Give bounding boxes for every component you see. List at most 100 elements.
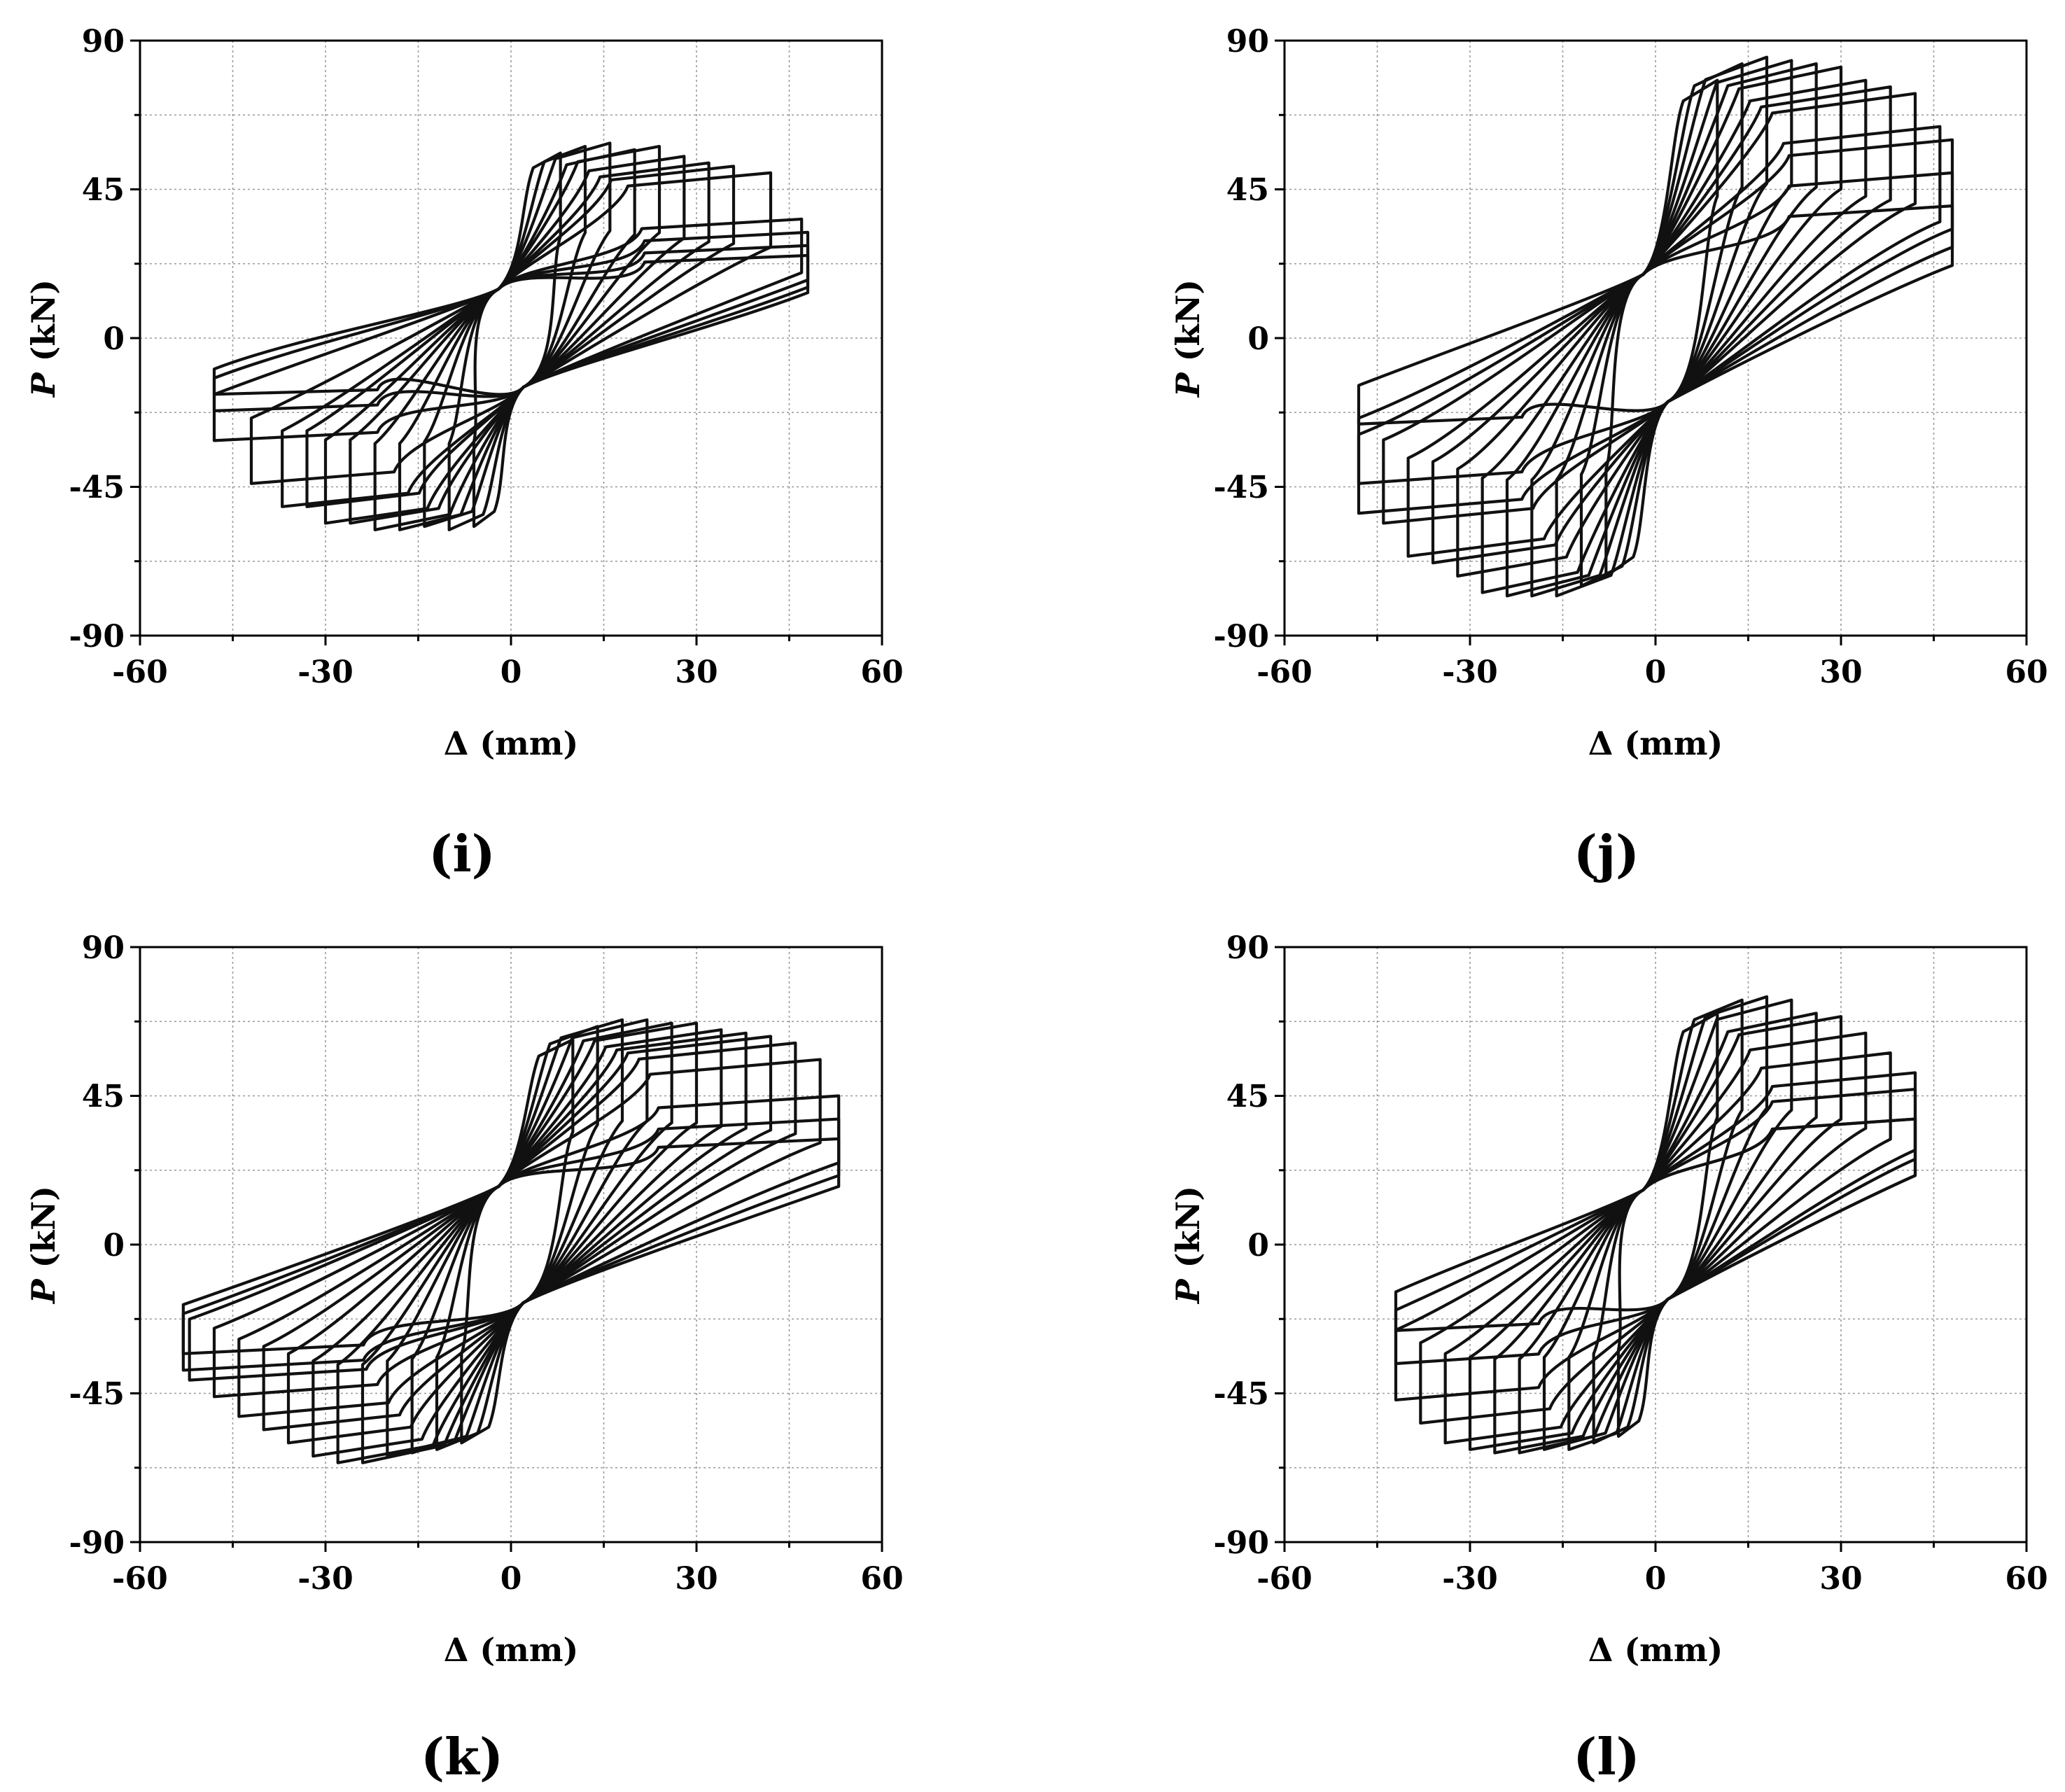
y-tick-label: -45 [1214, 470, 1270, 505]
hysteresis-loop [286, 1031, 748, 1445]
x-tick-label: 0 [500, 1561, 522, 1597]
x-tick-label: -30 [1442, 1561, 1498, 1597]
x-tick-label: 30 [675, 654, 718, 690]
y-axis-symbol: P [24, 372, 62, 398]
hysteresis-loop [212, 1058, 822, 1399]
y-tick-label: 90 [82, 24, 125, 59]
x-tick-label: -60 [112, 654, 168, 690]
hysteresis-loop [1382, 125, 1942, 525]
x-tick-label: -30 [298, 1561, 354, 1597]
panel-l: 90 45 0 -45 -90 -60 -30 0 30 60 Δ (mm) P… [1169, 930, 2048, 1786]
y-tick-label: 0 [103, 1228, 125, 1264]
y-axis-symbol: P [24, 1278, 62, 1305]
hysteresis-loop [360, 1021, 673, 1464]
hysteresis-loop [1480, 65, 1843, 594]
y-tick-label: 0 [1247, 321, 1269, 357]
x-tick-label: 0 [500, 654, 522, 690]
hysteresis-loop [1530, 59, 1793, 598]
y-tick-label: 90 [1226, 24, 1269, 59]
y-tick-label: 45 [82, 1079, 125, 1114]
x-tick-label: -30 [298, 654, 354, 690]
hysteresis-loop [1443, 1051, 1892, 1445]
hysteresis-loop [1357, 138, 1954, 515]
y-tick-label: 45 [82, 172, 125, 208]
tick-marks [130, 946, 883, 1552]
hysteresis-loop [472, 151, 562, 528]
hysteresis-loop [1394, 1087, 1917, 1402]
grid-lines [140, 947, 882, 1542]
x-tick-label: -60 [112, 1561, 168, 1597]
y-axis-title: P (kN) [24, 1186, 62, 1305]
hysteresis-loop [1567, 995, 1769, 1451]
x-tick-label: -30 [1442, 654, 1498, 690]
panel-label: (l) [1573, 1727, 1639, 1786]
x-tick-label: 60 [860, 1561, 903, 1597]
panel-label: (k) [421, 1727, 503, 1786]
x-tick-label: 0 [1645, 1561, 1667, 1597]
hysteresis-curves [212, 141, 810, 531]
x-tick-label: 0 [1645, 654, 1667, 690]
y-axis-symbol: P [1169, 1278, 1207, 1305]
hysteresis-loop [312, 1028, 723, 1458]
x-axis-title: Δ (mm) [1588, 724, 1723, 762]
hysteresis-loop [1493, 1015, 1843, 1455]
y-axis-unit: (kN) [24, 279, 62, 361]
x-tick-label: 60 [2005, 654, 2047, 690]
y-axis-unit: (kN) [1169, 1186, 1207, 1268]
plot-frame [1283, 39, 2028, 637]
x-tick-label: -60 [1256, 1561, 1312, 1597]
y-tick-label: -90 [69, 1525, 125, 1561]
panel-i: 90 45 0 -45 -90 -60 -30 0 30 60 Δ (mm) P… [24, 24, 904, 883]
x-tick-label: 30 [1819, 1561, 1862, 1597]
x-axis-title: Δ (mm) [444, 724, 579, 762]
y-axis-title: P (kN) [24, 279, 62, 398]
y-tick-label: -45 [69, 1376, 125, 1412]
y-tick-label: -45 [1214, 1376, 1270, 1412]
y-tick-label: 90 [1226, 930, 1269, 966]
hysteresis-loop [1505, 62, 1818, 598]
panel-j: 90 45 0 -45 -90 -60 -30 0 30 60 Δ (mm) P… [1169, 24, 2048, 883]
x-axis-unit: (mm) [479, 724, 578, 762]
tick-marks [130, 39, 883, 645]
x-axis-symbol: Δ [444, 1631, 469, 1669]
x-axis-unit: (mm) [1624, 1631, 1723, 1669]
hysteresis-loop [373, 145, 662, 531]
x-tick-label: 60 [2005, 1561, 2047, 1597]
y-axis-unit: (kN) [1169, 279, 1207, 361]
hysteresis-loop [181, 1117, 841, 1372]
y-tick-label: 0 [1247, 1228, 1269, 1264]
y-tick-label: 45 [1226, 172, 1269, 208]
hysteresis-loop [281, 171, 773, 508]
hysteresis-loop [212, 230, 810, 442]
hysteresis-loop [447, 145, 587, 531]
x-axis-symbol: Δ [444, 724, 469, 762]
hysteresis-loop [1468, 1031, 1868, 1451]
y-tick-label: 90 [82, 930, 125, 966]
y-axis-symbol: P [1169, 372, 1207, 398]
hysteresis-loop [262, 1035, 773, 1432]
hysteresis-loop [1555, 55, 1769, 598]
x-axis-symbol: Δ [1588, 1631, 1614, 1669]
hysteresis-loop [1604, 78, 1719, 578]
y-axis-unit: (kN) [24, 1186, 62, 1268]
x-axis-unit: (mm) [1624, 724, 1723, 762]
x-axis-title: Δ (mm) [444, 1631, 579, 1669]
y-tick-label: -90 [69, 619, 125, 654]
hysteresis-loop [237, 1041, 797, 1418]
hysteresis-loop [212, 253, 810, 396]
x-tick-label: -60 [1256, 654, 1312, 690]
plot-frame [1283, 946, 2028, 1544]
y-tick-label: -45 [69, 470, 125, 505]
hysteresis-loop [212, 244, 810, 412]
x-axis-unit: (mm) [479, 1631, 578, 1669]
hysteresis-loop [1456, 78, 1868, 578]
hysteresis-loop [1406, 92, 1917, 558]
panel-label: (j) [1574, 824, 1639, 883]
x-axis-symbol: Δ [1588, 724, 1614, 762]
y-axis-title: P (kN) [1169, 1186, 1207, 1305]
hysteresis-loop [1431, 85, 1892, 565]
y-tick-label: -90 [1214, 619, 1270, 654]
x-axis-title: Δ (mm) [1588, 1631, 1723, 1669]
